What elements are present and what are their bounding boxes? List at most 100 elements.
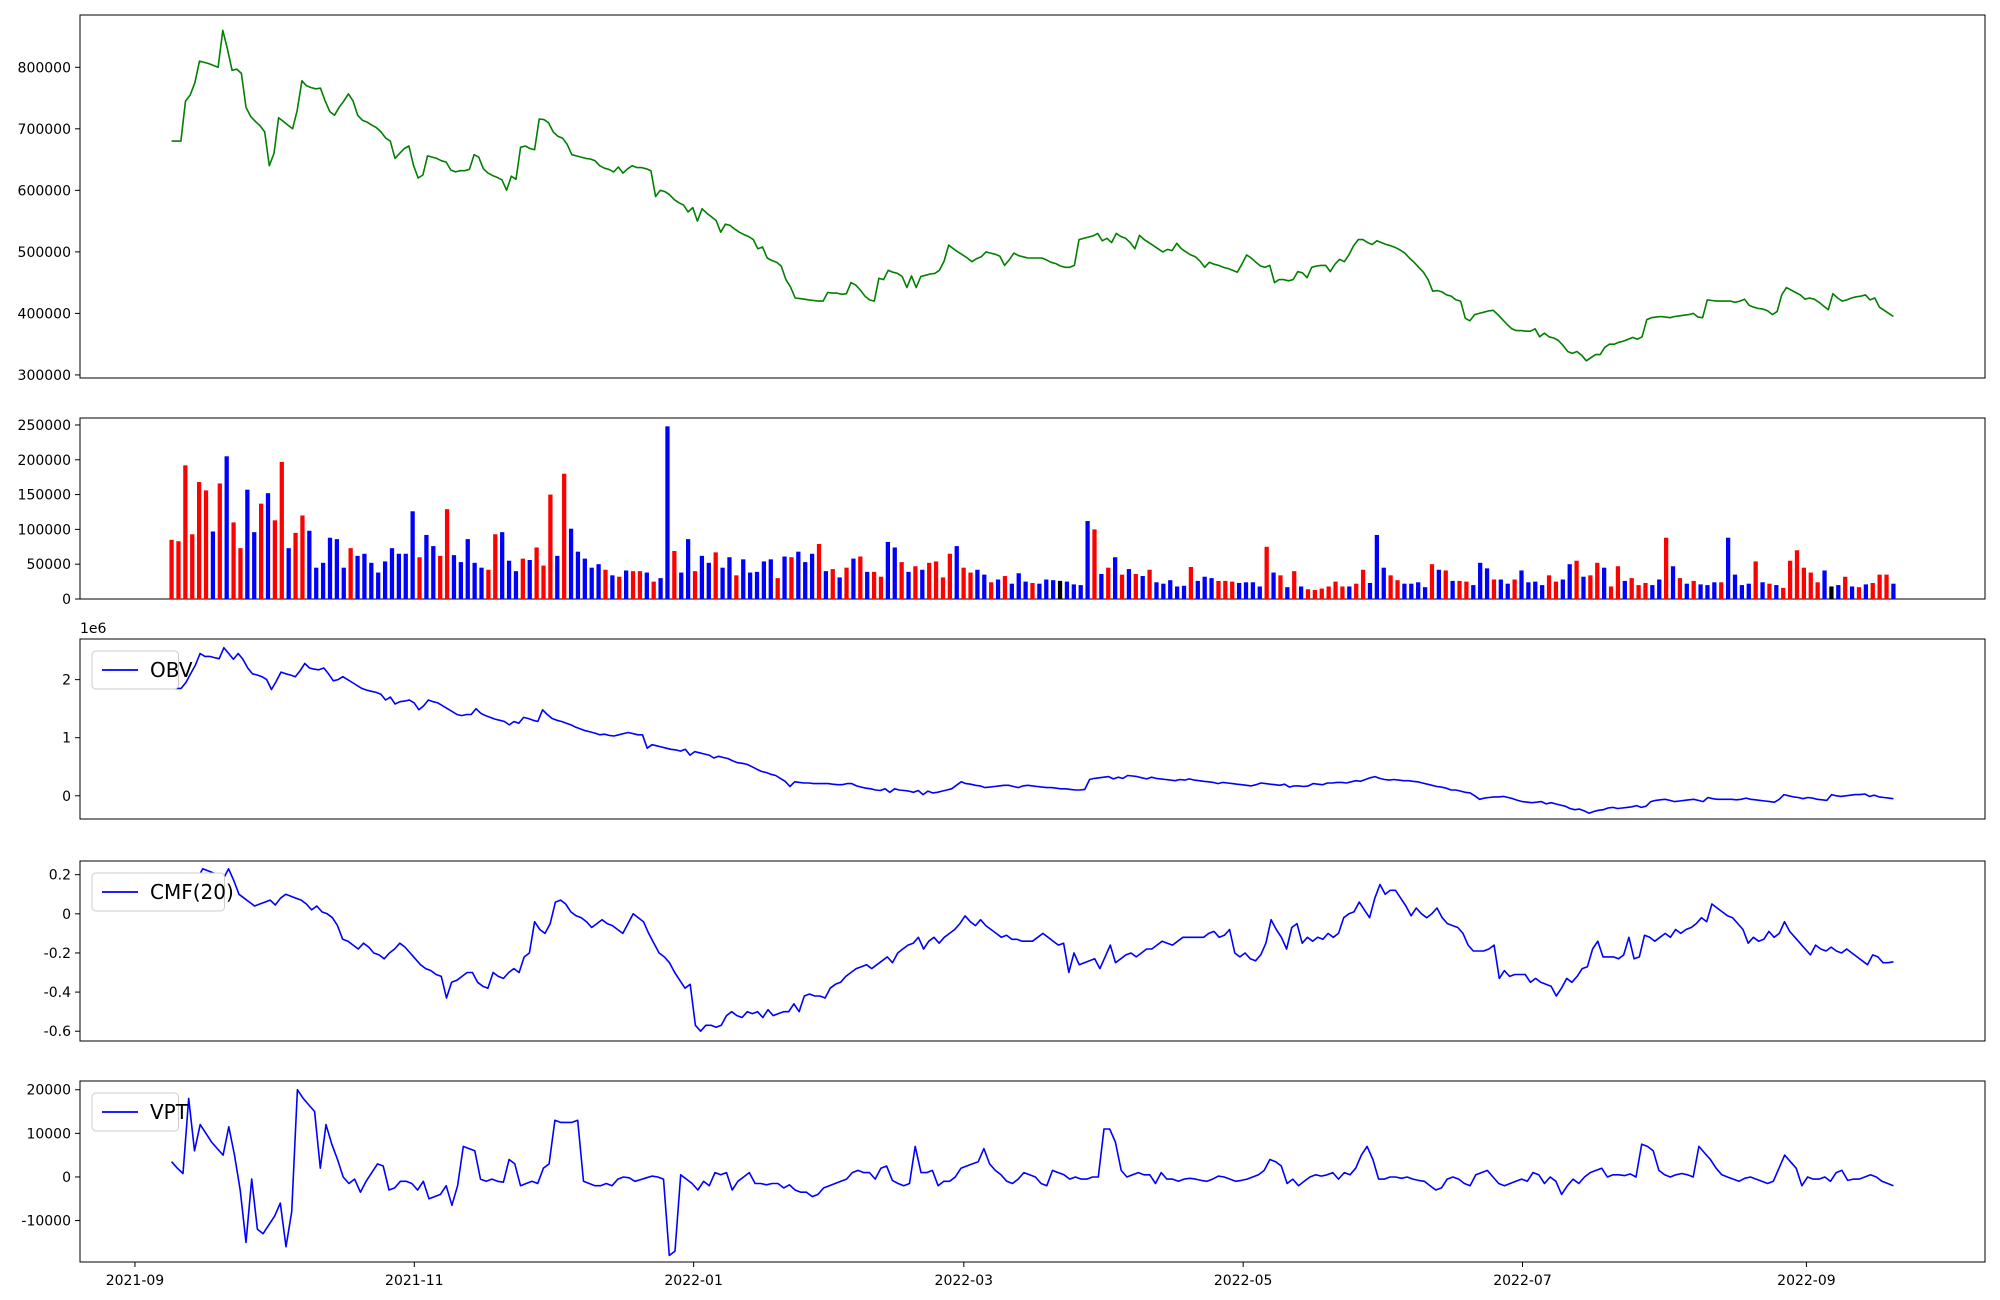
volume-bar — [727, 557, 732, 599]
y-tick-label: 0 — [62, 1170, 71, 1186]
volume-bar — [1381, 567, 1386, 599]
volume-bar — [1829, 586, 1834, 599]
volume-bar — [376, 572, 381, 599]
volume-bar — [1340, 586, 1345, 599]
volume-bar — [1374, 534, 1379, 599]
volume-bar — [169, 539, 174, 599]
volume-bar — [1416, 582, 1421, 599]
volume-bar — [706, 562, 711, 599]
volume-bar — [1725, 537, 1731, 599]
volume-bar — [1567, 564, 1572, 599]
volume-bar — [293, 532, 298, 599]
y-tick-label: 1 — [62, 731, 71, 747]
volume-bar — [858, 556, 863, 599]
volume-bar — [176, 541, 181, 599]
volume-bar — [1629, 578, 1634, 599]
volume-bar — [1119, 574, 1125, 599]
volume-bar — [1787, 560, 1793, 599]
volume-bar — [513, 571, 519, 599]
volume-bar — [1312, 589, 1318, 599]
volume-bar — [644, 572, 649, 599]
volume-bar — [1512, 579, 1517, 599]
volume-bar — [995, 579, 1001, 599]
volume-bar — [341, 567, 346, 599]
volume-bar — [1037, 583, 1042, 599]
volume-bar — [520, 558, 525, 599]
volume-bar — [1836, 585, 1841, 599]
volume-bar — [1877, 574, 1882, 599]
volume-bar — [1760, 582, 1765, 599]
volume-bar — [1147, 569, 1152, 599]
volume-bar — [1781, 587, 1786, 599]
volume-bar — [1051, 580, 1056, 599]
volume-bar — [1471, 585, 1476, 599]
volume-bar — [679, 572, 684, 599]
volume-bar — [989, 582, 994, 599]
volume-bar — [596, 564, 601, 599]
volume-bar — [348, 548, 353, 599]
volume-bar — [975, 569, 980, 599]
volume-bar — [1216, 580, 1221, 599]
x-tick-label: 2022-05 — [1214, 1273, 1273, 1289]
volume-bar — [1009, 583, 1014, 599]
volume-bar — [1478, 562, 1483, 599]
volume-bar — [1664, 537, 1669, 599]
volume-bar — [1843, 576, 1848, 599]
y-tick-label: 300000 — [18, 368, 71, 384]
volume-bar — [1126, 569, 1132, 599]
volume-bar — [1608, 586, 1614, 599]
volume-bar — [913, 566, 918, 599]
volume-bar — [472, 562, 477, 599]
volume-bar — [637, 571, 643, 599]
volume-bar — [686, 539, 691, 599]
x-tick-label: 2022-03 — [935, 1273, 994, 1289]
obv-panel: 0 1 2 1e6 OBV — [62, 621, 1986, 820]
y-tick-label: 500000 — [18, 245, 71, 261]
volume-bar — [555, 555, 560, 599]
y-tick-label: 0 — [62, 789, 71, 805]
volume-bar — [1133, 573, 1138, 599]
volume-bar — [562, 473, 567, 599]
volume-bar — [1202, 576, 1207, 599]
volume-bar — [1326, 586, 1331, 599]
volume-bar — [314, 567, 319, 599]
volume-bar — [1175, 586, 1180, 599]
x-tick-label: 2022-01 — [664, 1273, 723, 1289]
volume-bar — [1602, 567, 1607, 599]
volume-bar — [451, 555, 457, 599]
volume-bar — [1484, 568, 1490, 599]
volume-bar — [1670, 566, 1676, 599]
volume-bar — [1815, 582, 1820, 599]
volume-bar — [692, 571, 698, 599]
volume-bar — [761, 561, 767, 599]
volume-bar — [1739, 585, 1745, 599]
volume-bar — [1236, 582, 1242, 599]
y-tick-label: -0.4 — [44, 985, 71, 1001]
panel-frame — [79, 14, 1986, 379]
volume-bar — [1195, 580, 1200, 599]
volume-bar — [1099, 573, 1104, 599]
volume-bar — [1016, 573, 1021, 599]
volume-bar — [444, 509, 450, 599]
volume-bar — [1450, 580, 1455, 599]
volume-bar — [1822, 570, 1827, 599]
volume-bar — [1705, 585, 1710, 599]
volume-bar — [217, 483, 222, 599]
volume-bar — [327, 537, 333, 599]
volume-bar — [582, 558, 587, 599]
volume-bar — [1464, 581, 1469, 599]
y-tick-label: 400000 — [18, 306, 71, 322]
volume-bar — [424, 534, 429, 599]
volume-bar — [1333, 581, 1338, 599]
price-panel: 300000 400000 500000 600000 700000 800000 — [18, 14, 1986, 384]
volume-bar — [1546, 575, 1552, 599]
x-tick-label: 2022-09 — [1777, 1273, 1836, 1289]
y-tick-label: 150000 — [18, 488, 71, 504]
y-tick-label: 100000 — [18, 522, 71, 538]
volume-bar — [1402, 583, 1407, 599]
volume-bar — [1560, 579, 1565, 599]
series-line — [170, 1088, 1894, 1257]
y-tick-label: -10000 — [21, 1214, 71, 1230]
volume-bar — [231, 522, 236, 599]
volume-bar — [1395, 580, 1400, 599]
